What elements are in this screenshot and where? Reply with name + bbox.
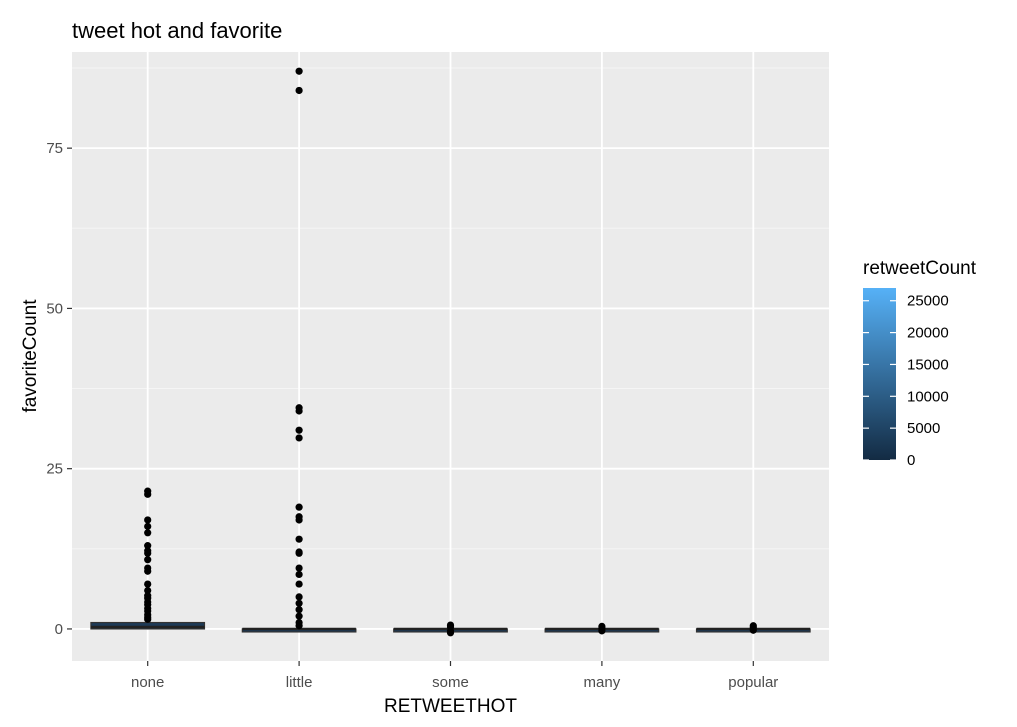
outlier-point-little [295, 580, 303, 588]
outlier-point-none [144, 549, 152, 557]
outlier-point-little [295, 535, 303, 543]
outlier-point-little [295, 434, 303, 442]
outlier-point-little [295, 612, 303, 620]
outlier-point-none [144, 490, 152, 498]
legend-title: retweetCount [863, 258, 977, 279]
outlier-point-little [295, 86, 303, 95]
outlier-point-none [144, 580, 152, 588]
legend: retweetCount 0 5000 10000 15000 20000 25000 [863, 258, 977, 469]
legend-label: 0 [907, 452, 915, 469]
outlier-point-little [295, 599, 303, 607]
x-axis: none little some many popular [131, 661, 778, 691]
outlier-point-none [144, 522, 152, 530]
outlier-point-none [144, 556, 152, 564]
y-tick-label: 25 [46, 461, 63, 478]
outlier-point-little [295, 564, 303, 572]
outlier-point-little [295, 622, 303, 630]
x-tick-label: none [131, 674, 164, 691]
legend-colorbar [863, 288, 896, 460]
legend-label: 10000 [907, 388, 949, 405]
outlier-point-little [295, 593, 303, 601]
y-axis: 0 25 50 75 [46, 140, 72, 638]
x-tick-label: many [584, 674, 621, 691]
outlier-point-little [295, 426, 303, 434]
outlier-point-many [598, 627, 606, 635]
outlier-point-little [295, 407, 303, 415]
outlier-point-little [295, 549, 303, 557]
outlier-point-none [144, 529, 152, 537]
y-tick-label: 50 [46, 300, 63, 317]
outlier-point-none [144, 516, 152, 524]
outlier-point-little [295, 503, 303, 511]
outlier-point-little [295, 516, 303, 524]
outlier-point-none [144, 542, 152, 550]
y-tick-label: 75 [46, 140, 63, 157]
outlier-point-little [295, 570, 303, 579]
legend-label: 5000 [907, 420, 940, 437]
outlier-point-none [144, 567, 152, 575]
outlier-point-popular [749, 626, 757, 634]
x-tick-label: little [286, 674, 313, 691]
outlier-point-some [446, 629, 455, 637]
legend-ticks: 0 5000 10000 15000 20000 25000 [863, 293, 949, 469]
chart-title: tweet hot and favorite [72, 18, 282, 43]
y-axis-title: favoriteCount [20, 299, 41, 413]
major-gridlines [72, 52, 829, 661]
x-axis-title: RETWEETHOT [384, 696, 517, 717]
x-tick-label: some [432, 674, 469, 691]
outlier-point-little [295, 67, 303, 75]
x-tick-label: popular [728, 674, 778, 691]
outlier-point-little [295, 606, 303, 614]
y-tick-label: 0 [55, 621, 63, 638]
outlier-points [144, 67, 757, 637]
legend-label: 20000 [907, 325, 949, 342]
legend-label: 15000 [907, 356, 949, 373]
outlier-point-none [144, 615, 152, 623]
outlier-point-none [144, 586, 152, 595]
legend-label: 25000 [907, 293, 949, 310]
